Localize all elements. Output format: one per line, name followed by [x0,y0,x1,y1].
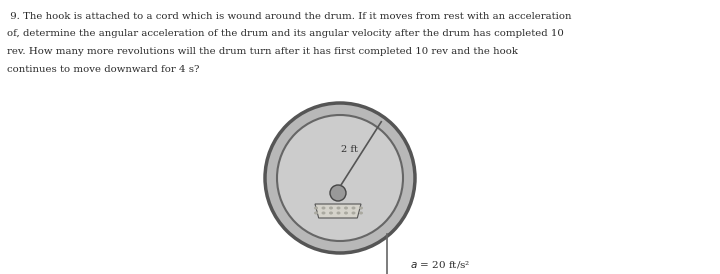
Ellipse shape [322,212,325,215]
Ellipse shape [351,212,356,215]
Ellipse shape [329,207,333,210]
Text: 9. The hook is attached to a cord which is wound around the drum. If it moves fr: 9. The hook is attached to a cord which … [7,12,572,21]
Ellipse shape [344,207,348,210]
Ellipse shape [344,212,348,215]
Polygon shape [315,204,361,218]
Ellipse shape [359,207,363,210]
Ellipse shape [336,207,341,210]
Ellipse shape [330,185,346,201]
Ellipse shape [351,207,356,210]
Text: 2 ft: 2 ft [341,145,358,154]
Text: $a$ = 20 ft/s²: $a$ = 20 ft/s² [410,259,470,270]
Ellipse shape [322,207,325,210]
Text: continues to move downward for 4 s?: continues to move downward for 4 s? [7,64,199,73]
Ellipse shape [314,212,318,215]
Ellipse shape [265,103,415,253]
Text: rev. How many more revolutions will the drum turn after it has first completed 1: rev. How many more revolutions will the … [7,47,518,56]
Text: of, determine the angular acceleration of the drum and its angular velocity afte: of, determine the angular acceleration o… [7,30,564,39]
Ellipse shape [329,212,333,215]
Ellipse shape [314,207,318,210]
Ellipse shape [277,115,403,241]
Ellipse shape [336,212,341,215]
Ellipse shape [359,212,363,215]
